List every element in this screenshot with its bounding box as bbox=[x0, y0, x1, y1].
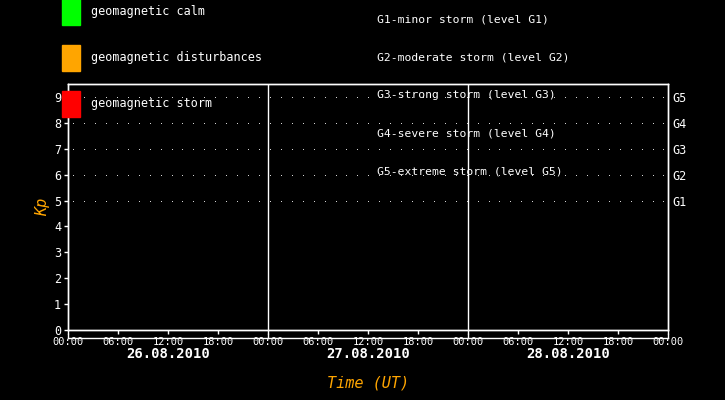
Text: geomagnetic disturbances: geomagnetic disturbances bbox=[91, 52, 262, 64]
Text: Time (UT): Time (UT) bbox=[327, 375, 410, 390]
Text: 27.08.2010: 27.08.2010 bbox=[326, 347, 410, 361]
Text: G1-minor storm (level G1): G1-minor storm (level G1) bbox=[377, 14, 549, 24]
Text: G5-extreme storm (level G5): G5-extreme storm (level G5) bbox=[377, 166, 563, 176]
Text: 26.08.2010: 26.08.2010 bbox=[126, 347, 210, 361]
Text: geomagnetic storm: geomagnetic storm bbox=[91, 98, 212, 110]
Text: geomagnetic calm: geomagnetic calm bbox=[91, 6, 204, 18]
Y-axis label: Kp: Kp bbox=[35, 198, 50, 216]
Text: 28.08.2010: 28.08.2010 bbox=[526, 347, 610, 361]
Text: G4-severe storm (level G4): G4-severe storm (level G4) bbox=[377, 128, 556, 138]
Text: G2-moderate storm (level G2): G2-moderate storm (level G2) bbox=[377, 52, 570, 62]
Text: G3-strong storm (level G3): G3-strong storm (level G3) bbox=[377, 90, 556, 100]
